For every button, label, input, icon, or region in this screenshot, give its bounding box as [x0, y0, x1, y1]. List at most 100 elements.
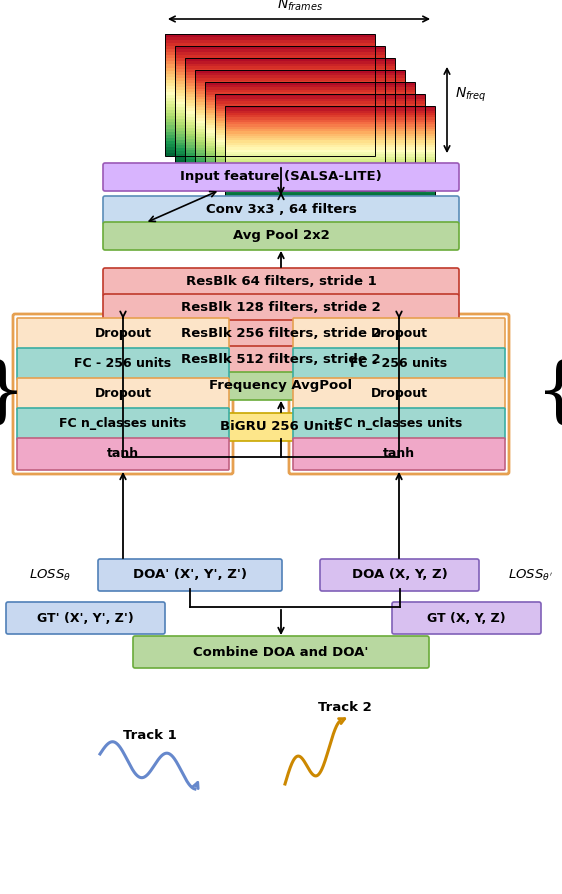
Bar	[205, 176, 415, 179]
Bar	[165, 83, 375, 86]
Bar	[215, 167, 425, 169]
Bar	[175, 63, 385, 66]
Bar	[185, 159, 395, 162]
Bar	[175, 110, 385, 114]
Bar	[215, 118, 425, 121]
Bar	[195, 174, 405, 177]
Bar	[165, 144, 375, 147]
Bar	[215, 157, 425, 159]
Bar	[165, 147, 375, 150]
Bar	[195, 75, 405, 78]
FancyBboxPatch shape	[293, 408, 505, 440]
Bar	[175, 55, 385, 58]
Bar	[215, 125, 425, 128]
Bar	[205, 164, 415, 166]
Bar	[165, 138, 375, 140]
FancyBboxPatch shape	[293, 438, 505, 470]
Text: Dropout: Dropout	[94, 327, 152, 341]
Bar	[215, 150, 425, 152]
Bar	[195, 150, 405, 153]
FancyBboxPatch shape	[103, 320, 459, 348]
Bar	[195, 121, 405, 123]
Bar	[205, 181, 415, 184]
Text: Combine DOA and DOA': Combine DOA and DOA'	[193, 645, 369, 659]
Bar	[195, 142, 405, 145]
Bar	[215, 179, 425, 181]
Text: Conv 3x3 , 64 filters: Conv 3x3 , 64 filters	[206, 204, 356, 216]
Text: BiGRU 256 Units: BiGRU 256 Units	[220, 420, 342, 434]
Bar	[195, 153, 405, 156]
Bar	[185, 108, 395, 111]
Bar	[205, 154, 415, 156]
Text: DOA' (X', Y', Z'): DOA' (X', Y', Z')	[133, 569, 247, 581]
Bar	[195, 131, 405, 134]
FancyBboxPatch shape	[103, 222, 459, 250]
Bar	[205, 85, 415, 87]
Bar	[195, 158, 405, 161]
Bar	[165, 125, 375, 129]
Bar	[165, 53, 375, 55]
Bar	[225, 171, 435, 173]
Bar	[215, 155, 425, 157]
Bar	[205, 179, 415, 181]
Bar	[185, 103, 395, 105]
Bar	[205, 172, 415, 173]
Bar	[165, 140, 375, 144]
Bar	[225, 124, 435, 127]
Bar	[165, 55, 375, 58]
Bar	[165, 68, 375, 71]
Bar	[195, 78, 405, 80]
Bar	[165, 49, 375, 53]
Bar	[205, 143, 415, 146]
Bar	[175, 87, 385, 90]
Bar	[205, 148, 415, 151]
Bar	[175, 146, 385, 148]
Bar	[205, 128, 415, 131]
Bar	[205, 166, 415, 169]
Text: GT' (X', Y', Z'): GT' (X', Y', Z')	[37, 611, 134, 625]
Bar	[205, 82, 415, 184]
Text: DOA (X, Y, Z): DOA (X, Y, Z)	[352, 569, 447, 581]
Bar	[195, 70, 405, 72]
Bar	[185, 153, 395, 156]
Bar	[185, 128, 395, 131]
Bar	[205, 173, 415, 176]
Bar	[165, 62, 375, 64]
Bar	[225, 180, 435, 181]
Bar	[225, 108, 435, 111]
Bar	[185, 100, 395, 103]
Text: $N_{freq}$: $N_{freq}$	[455, 86, 487, 104]
Bar	[225, 189, 435, 191]
Bar	[215, 138, 425, 140]
Bar	[185, 131, 395, 133]
Text: ResBlk 128 filters, stride 2: ResBlk 128 filters, stride 2	[181, 301, 381, 315]
Bar	[225, 129, 435, 131]
Bar	[175, 148, 385, 151]
Bar	[205, 169, 415, 172]
Bar	[225, 196, 435, 198]
Bar	[225, 131, 435, 133]
Bar	[215, 152, 425, 155]
Bar	[205, 140, 415, 143]
Bar	[165, 116, 375, 120]
Text: FC n_classes units: FC n_classes units	[336, 417, 463, 431]
Bar	[215, 162, 425, 164]
Bar	[175, 128, 385, 131]
Bar	[185, 105, 395, 108]
Bar	[165, 46, 375, 49]
Bar	[165, 92, 375, 95]
Bar	[175, 98, 385, 102]
Bar	[175, 84, 385, 87]
Bar	[175, 102, 385, 105]
Bar	[225, 177, 435, 180]
Bar	[225, 117, 435, 120]
Bar	[225, 143, 435, 145]
Bar	[165, 34, 375, 156]
Bar	[165, 107, 375, 110]
FancyBboxPatch shape	[103, 413, 459, 441]
Bar	[175, 72, 385, 75]
FancyBboxPatch shape	[17, 348, 229, 380]
Bar	[165, 64, 375, 68]
Bar	[195, 118, 405, 121]
Bar	[215, 184, 425, 186]
